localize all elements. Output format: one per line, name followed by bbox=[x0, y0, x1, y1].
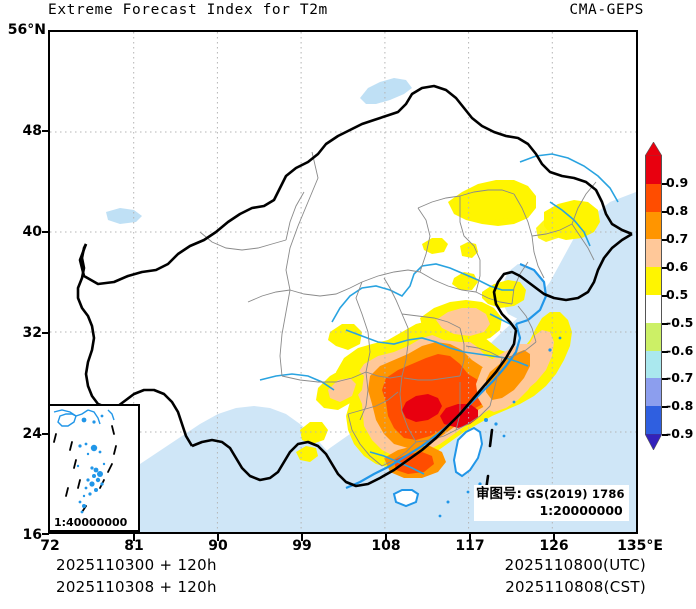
inset-map-graphic bbox=[50, 406, 138, 530]
colorbar-label--0.7: -0.7 bbox=[666, 370, 694, 385]
map-gridlines bbox=[50, 32, 636, 532]
page-title: Extreme Forecast Index for T2m bbox=[48, 2, 328, 18]
colorbar-segment-3 bbox=[645, 239, 662, 268]
colorbar-label-0.7: 0.7 bbox=[666, 231, 689, 246]
colorbar-label-0.9: 0.9 bbox=[666, 175, 689, 190]
y-axis-label-56: 56°N bbox=[7, 22, 46, 38]
china-efi-map bbox=[50, 32, 636, 532]
efi-band-0.5-yunnan-south bbox=[300, 422, 328, 444]
y-tick-32 bbox=[42, 332, 49, 334]
efi-band-0.6-yangtze bbox=[436, 308, 490, 336]
colorbar-segment-8 bbox=[645, 378, 662, 407]
colorbar-tick-7 bbox=[662, 378, 668, 380]
rivers bbox=[259, 153, 619, 475]
colorbar bbox=[645, 142, 662, 450]
colorbar-tick-9 bbox=[662, 434, 668, 436]
national-boundary bbox=[76, 84, 633, 488]
colorbar-label--0.8: -0.8 bbox=[666, 398, 694, 413]
inset-scale-label: 1:40000000 bbox=[53, 516, 129, 529]
colorbar-tick-8 bbox=[662, 406, 668, 408]
colorbar-segment-9 bbox=[645, 406, 662, 434]
y-axis-label-40: 40 bbox=[22, 224, 42, 240]
colorbar-label-0.8: 0.8 bbox=[666, 203, 689, 218]
y-tick-48 bbox=[42, 130, 49, 132]
province-boundaries bbox=[199, 151, 597, 467]
colorbar-segment-2 bbox=[645, 211, 662, 240]
approval-scale: 1:20000000 bbox=[539, 502, 623, 518]
x-tick-90 bbox=[217, 534, 219, 541]
x-tick-99 bbox=[301, 534, 303, 541]
colorbar-label--0.5: -0.5 bbox=[666, 315, 694, 330]
colorbar-tick-6 bbox=[662, 351, 668, 353]
x-tick-81 bbox=[133, 534, 135, 541]
footer-valid-utc: 2025110800(UTC) bbox=[504, 556, 646, 574]
inset-islands bbox=[76, 414, 106, 514]
colorbar-segment-1 bbox=[645, 183, 662, 212]
taiwan-island bbox=[452, 426, 484, 478]
map-approval-box: 审图号: GS(2019) 1786 1:20000000 bbox=[474, 485, 629, 521]
y-axis-label-32: 32 bbox=[22, 325, 42, 341]
lake-balkhash bbox=[106, 208, 142, 224]
x-tick-126 bbox=[553, 534, 555, 541]
lake-baikal bbox=[360, 78, 412, 104]
x-axis-label-81: 81 bbox=[124, 538, 144, 554]
x-axis-label-117: 117 bbox=[455, 538, 485, 554]
y-axis-label-48: 48 bbox=[22, 123, 42, 139]
colorbar-label--0.9: -0.9 bbox=[666, 426, 694, 441]
y-tick-24 bbox=[42, 433, 49, 435]
south-china-sea-inset: 1:40000000 bbox=[48, 404, 140, 532]
map-plot-area bbox=[48, 30, 638, 534]
y-tick-16 bbox=[42, 533, 49, 535]
colorbar-cap-bottom bbox=[645, 434, 662, 450]
x-tick-117 bbox=[469, 534, 471, 541]
footer-valid-cst: 2025110808(CST) bbox=[505, 578, 646, 596]
x-axis-label-99: 99 bbox=[292, 538, 312, 554]
colorbar-segment-4 bbox=[645, 267, 662, 295]
efi-band-0.9-core-west bbox=[402, 394, 442, 422]
colorbar-tick-5 bbox=[662, 323, 668, 325]
colorbar-label-0.6: 0.6 bbox=[666, 259, 689, 274]
y-axis-label-24: 24 bbox=[22, 426, 42, 442]
colorbar-tick-0 bbox=[662, 183, 668, 185]
hainan-island bbox=[392, 489, 420, 508]
colorbar-cap-top bbox=[645, 142, 662, 156]
small-islands bbox=[438, 336, 562, 518]
islands bbox=[392, 426, 484, 508]
colorbar-tick-2 bbox=[662, 239, 668, 241]
x-axis-label-72: 72 bbox=[40, 538, 60, 554]
x-axis-label-126: 126 bbox=[539, 538, 569, 554]
x-axis-label-108: 108 bbox=[371, 538, 401, 554]
efi-band-0.6-yunnan bbox=[328, 378, 356, 402]
colorbar-label-0.5: 0.5 bbox=[666, 287, 689, 302]
y-tick-40 bbox=[42, 231, 49, 233]
colorbar-segment-5 bbox=[645, 295, 662, 323]
colorbar-label--0.6: -0.6 bbox=[666, 343, 694, 358]
colorbar-tick-4 bbox=[662, 295, 668, 297]
x-axis-label-90: 90 bbox=[208, 538, 228, 554]
approval-label: 审图号: bbox=[476, 486, 522, 502]
colorbar-segment-0 bbox=[645, 156, 662, 184]
model-label: CMA-GEPS bbox=[569, 2, 644, 18]
footer-init-utc: 2025110300 + 120h bbox=[56, 556, 217, 574]
x-tick-108 bbox=[385, 534, 387, 541]
efi-band-0.5-sichuan bbox=[328, 324, 362, 350]
x-axis-label-135: 135°E bbox=[617, 538, 663, 554]
approval-code: GS(2019) 1786 bbox=[525, 487, 625, 501]
colorbar-tick-1 bbox=[662, 211, 668, 213]
colorbar-segment-7 bbox=[645, 350, 662, 379]
colorbar-tick-3 bbox=[662, 267, 668, 269]
colorbar-segment-6 bbox=[645, 322, 662, 351]
y-axis-label-16: 16 bbox=[22, 527, 42, 543]
footer-init-cst: 2025110308 + 120h bbox=[56, 578, 217, 596]
